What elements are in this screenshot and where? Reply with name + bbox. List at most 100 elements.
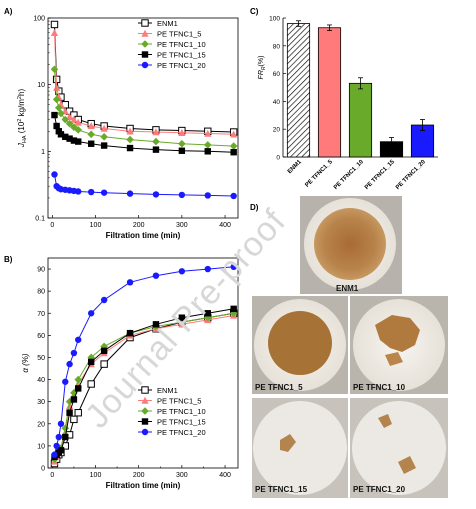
series-pe-tfnc1-20 <box>51 171 237 200</box>
panel-d-label: D) <box>250 203 259 212</box>
data-point <box>55 433 62 441</box>
legend-label: PE TFNC1_20 <box>157 428 206 437</box>
membrane-disc <box>352 401 446 495</box>
photo-label-pe-tfnc1-15: PE TFNC1_15 <box>255 485 308 494</box>
y-tick-label: 100 <box>33 16 45 23</box>
y-tick-label: 20 <box>37 421 45 428</box>
data-point <box>74 409 82 417</box>
legend-label: PE TFNC1_5 <box>157 396 201 405</box>
data-point <box>87 140 95 147</box>
fouled-patch <box>378 414 392 428</box>
data-point <box>65 112 74 120</box>
panel-c-label: C) <box>250 7 259 16</box>
fouled-area <box>314 208 386 280</box>
data-point <box>126 144 134 152</box>
chart-b-alpha: 0 100 200 300 400 0 10 20 30 40 50 60 70 80 90 Filtrati… <box>21 257 239 490</box>
data-point <box>66 409 73 416</box>
data-point <box>100 360 108 368</box>
y-tick-label: 30 <box>37 399 45 406</box>
data-point <box>87 380 95 388</box>
legend-marker <box>141 40 149 48</box>
legend-marker <box>141 418 149 425</box>
y-tick-label: 20 <box>273 127 281 134</box>
data-point <box>152 137 160 146</box>
data-point <box>126 127 134 135</box>
bar-enm1 <box>286 23 311 158</box>
data-point <box>100 142 108 149</box>
photo-grid <box>252 196 448 498</box>
data-point <box>126 135 134 144</box>
data-point <box>62 378 69 385</box>
y-tick-label: 60 <box>37 333 45 340</box>
legend-marker <box>141 428 149 436</box>
photo-label-pe-tfnc1-5: PE TFNC1_5 <box>255 383 303 392</box>
data-point <box>70 415 78 424</box>
legend-marker <box>141 19 149 27</box>
photo-pe-tfnc1-20 <box>350 398 448 498</box>
data-point <box>100 133 108 141</box>
plot-frame <box>47 257 239 469</box>
photo-enm1 <box>300 196 402 294</box>
legend-marker <box>141 29 149 37</box>
data-point <box>65 119 74 128</box>
data-point <box>87 122 95 130</box>
data-point <box>53 122 60 130</box>
legend-label: ENM1 <box>157 386 178 395</box>
data-point <box>51 171 58 178</box>
x-tick-label: 300 <box>176 222 188 229</box>
data-point <box>75 138 82 145</box>
fouled-area <box>268 311 332 375</box>
y-tick-label: 60 <box>273 71 281 78</box>
data-point <box>204 192 211 199</box>
x-tick-label: 100 <box>90 472 102 479</box>
fouled-patch <box>398 456 416 474</box>
legend-marker <box>141 61 149 69</box>
data-point <box>62 133 69 141</box>
x-tick-label: 0 <box>50 222 54 229</box>
y-axis-label: FRR(%) <box>258 56 267 80</box>
legend-label: PE TFNC1_15 <box>157 417 206 426</box>
data-point <box>70 115 78 123</box>
data-point <box>178 314 186 321</box>
x-tick-label: 200 <box>133 222 145 229</box>
data-point <box>50 28 59 36</box>
x-tick-label: 0 <box>50 472 54 479</box>
data-point <box>230 192 237 200</box>
data-point <box>74 375 83 384</box>
data-point <box>230 130 238 138</box>
photo-label-enm1: ENM1 <box>336 284 359 293</box>
panel-a-label: A) <box>4 7 13 16</box>
x-tick-label: PE TFNC1_15 <box>364 159 396 191</box>
y-tick-label: 80 <box>273 43 281 50</box>
y-tick-label: 40 <box>273 99 281 106</box>
data-point <box>204 265 211 273</box>
data-point <box>57 109 65 118</box>
y-tick-label: 40 <box>37 377 45 384</box>
y-axis-label: α (%) <box>21 353 30 373</box>
data-point <box>126 279 134 286</box>
data-point <box>54 103 63 112</box>
chart-a-flux: 0 100 200 300 400 0.1 1 10 100 Filtration time (m… <box>17 16 239 240</box>
data-point <box>70 396 78 403</box>
legend-marker <box>141 386 149 394</box>
data-point <box>152 191 160 198</box>
data-point <box>62 433 69 441</box>
y-tick-label: 80 <box>37 289 45 296</box>
data-point <box>51 111 58 119</box>
data-point <box>75 336 82 343</box>
data-point <box>53 83 61 91</box>
x-axis-label: Filtration time (min) <box>106 231 181 240</box>
x-tick-label: ENM1 <box>287 159 303 175</box>
series-pe-tfnc1-20 <box>51 263 237 458</box>
data-point <box>100 189 108 196</box>
series-pe-tfnc1-5 <box>50 28 238 138</box>
y-tick-label: 90 <box>37 267 45 274</box>
data-point <box>50 20 59 29</box>
data-point <box>50 65 59 74</box>
y-tick-label: 0.1 <box>35 216 45 223</box>
data-point <box>178 139 186 148</box>
data-point <box>70 137 78 144</box>
bar-pe-tfnc1-10 <box>348 82 373 158</box>
